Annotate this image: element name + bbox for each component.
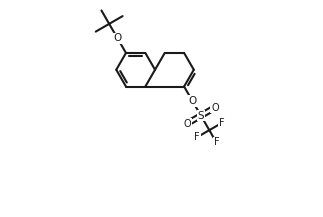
Text: O: O (113, 33, 122, 43)
Text: F: F (219, 118, 224, 128)
Text: O: O (211, 103, 219, 113)
Text: O: O (188, 96, 197, 106)
Text: S: S (198, 111, 204, 121)
Text: F: F (214, 137, 219, 148)
Text: F: F (194, 132, 200, 142)
Text: O: O (183, 119, 191, 129)
